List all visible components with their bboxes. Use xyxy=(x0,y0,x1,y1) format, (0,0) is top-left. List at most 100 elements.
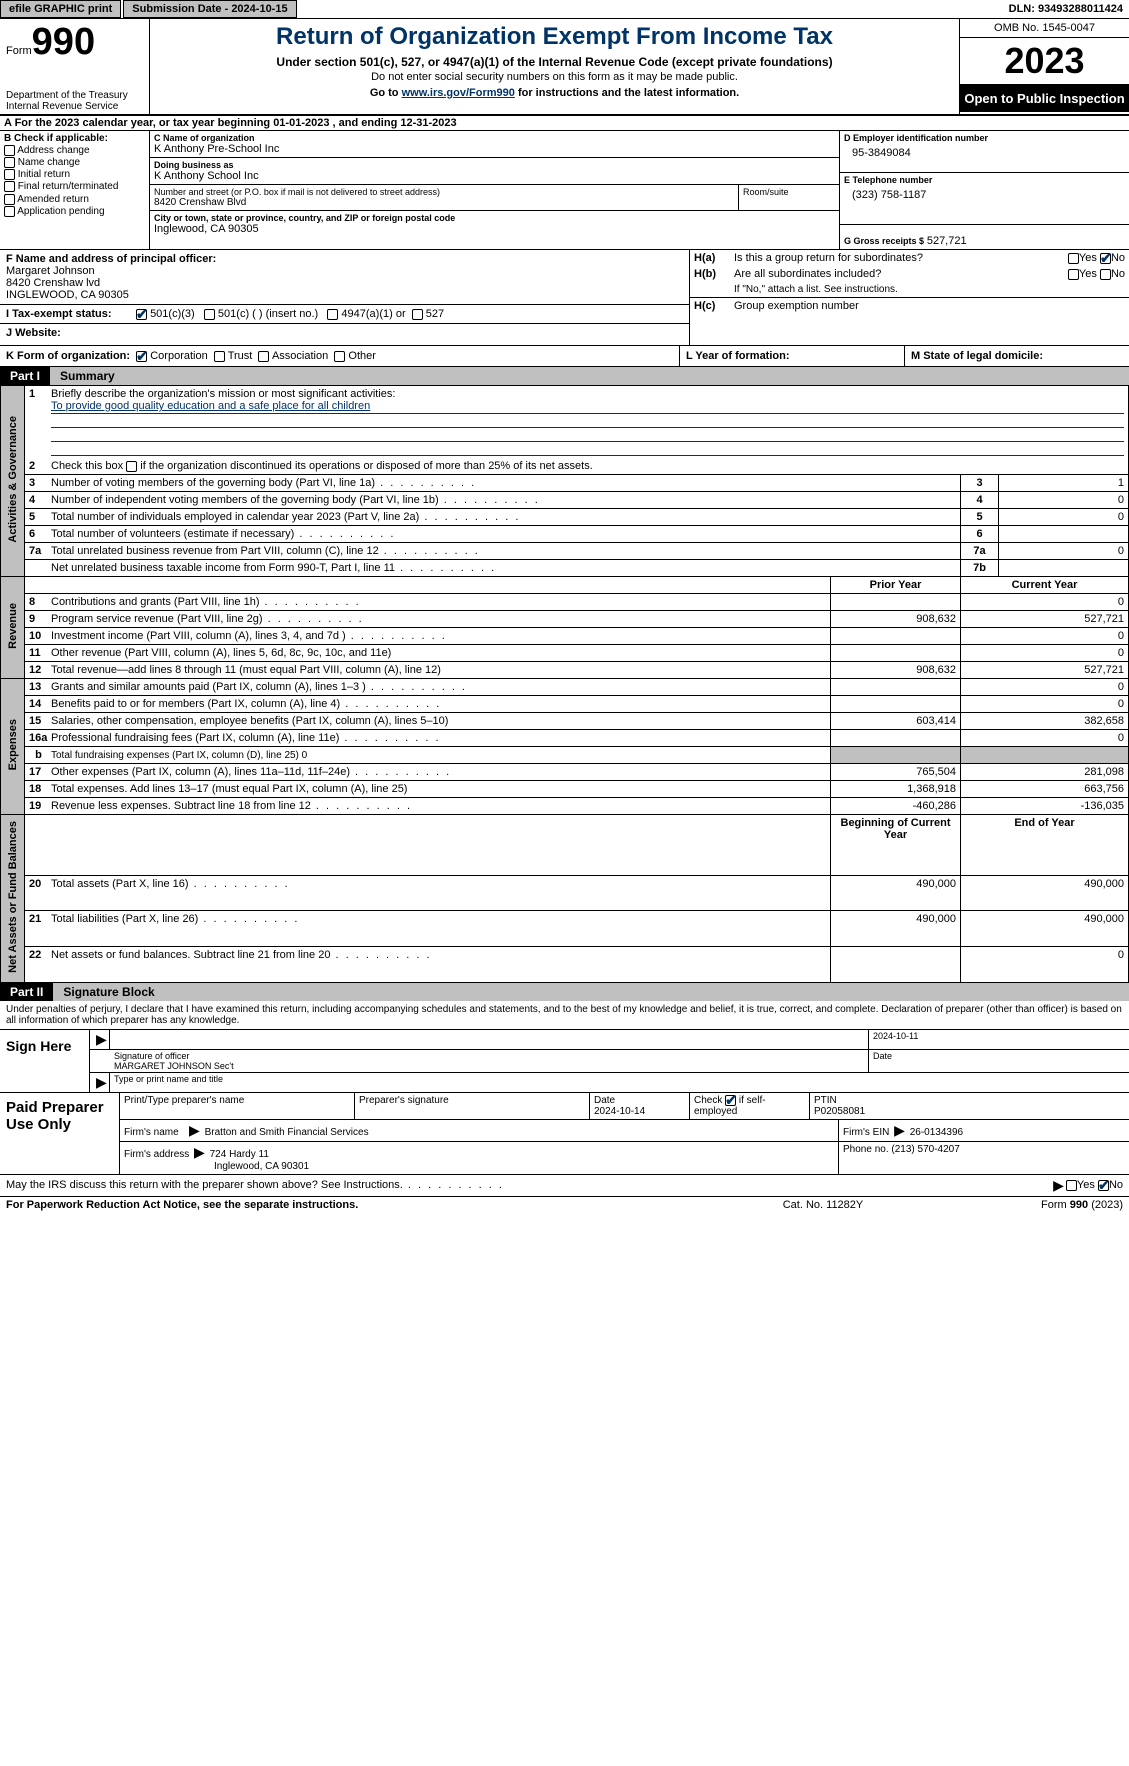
line4-value: 0 xyxy=(999,492,1129,509)
chk-final-return[interactable] xyxy=(4,181,15,192)
mission-text: To provide good quality education and a … xyxy=(51,400,1124,414)
sig-declaration: Under penalties of perjury, I declare th… xyxy=(0,1001,1129,1030)
submission-date: Submission Date - 2024-10-15 xyxy=(123,0,296,18)
opt-initial-return: Initial return xyxy=(18,169,70,180)
chk-discontinued[interactable] xyxy=(126,461,137,472)
box-f: F Name and address of principal officer:… xyxy=(0,250,689,345)
hb-label: H(b) xyxy=(694,268,734,280)
irs-link[interactable]: www.irs.gov/Form990 xyxy=(402,87,515,99)
room-label: Room/suite xyxy=(743,187,835,197)
arrow-icon-3: ▶ xyxy=(187,1122,202,1138)
chk-501c3[interactable] xyxy=(136,309,147,320)
website-label: J Website: xyxy=(6,327,61,339)
opt-4947: 4947(a)(1) or xyxy=(341,308,405,320)
line19-label: Revenue less expenses. Subtract line 18 … xyxy=(51,800,412,812)
chk-initial-return[interactable] xyxy=(4,169,15,180)
chk-527[interactable] xyxy=(412,309,423,320)
city-label: City or town, state or province, country… xyxy=(154,213,835,223)
chk-hb-no[interactable] xyxy=(1100,269,1111,280)
ein-label: D Employer identification number xyxy=(844,133,1125,143)
firm-name-label: Firm's name xyxy=(124,1127,179,1138)
chk-association[interactable] xyxy=(258,351,269,362)
chk-corporation[interactable] xyxy=(136,351,147,362)
hb-no: No xyxy=(1111,268,1125,280)
line13-curr: 0 xyxy=(961,679,1129,696)
chk-self-employed[interactable] xyxy=(725,1095,736,1106)
footer: For Paperwork Reduction Act Notice, see … xyxy=(0,1197,1129,1213)
line12-curr: 527,721 xyxy=(961,662,1129,679)
line6-value xyxy=(999,526,1129,543)
sign-here-block: Sign Here ▶ 2024-10-11 Signature of offi… xyxy=(0,1030,1129,1093)
box-b-label: B Check if applicable: xyxy=(4,133,145,144)
line6-num: 6 xyxy=(961,526,999,543)
line20-prior: 490,000 xyxy=(831,875,961,911)
line7b-num: 7b xyxy=(961,560,999,577)
line1-label: Briefly describe the organization's miss… xyxy=(51,388,395,400)
prep-check-label: Check if self-employed xyxy=(694,1095,766,1117)
line8-label: Contributions and grants (Part VIII, lin… xyxy=(51,596,361,608)
sign-here-label: Sign Here xyxy=(0,1030,90,1092)
efile-print-button[interactable]: efile GRAPHIC print xyxy=(0,0,121,18)
chk-ha-no[interactable] xyxy=(1100,253,1111,264)
chk-trust[interactable] xyxy=(214,351,225,362)
org-name: K Anthony Pre-School Inc xyxy=(154,143,835,155)
line2-label: Check this box if the organization disco… xyxy=(51,460,593,472)
sig-date: 2024-10-11 xyxy=(869,1030,1129,1049)
line14-label: Benefits paid to or for members (Part IX… xyxy=(51,698,441,710)
ptin-label: PTIN xyxy=(814,1095,837,1106)
chk-ha-yes[interactable] xyxy=(1068,253,1079,264)
side-netassets: Net Assets or Fund Balances xyxy=(1,815,25,983)
arrow-icon: ▶ xyxy=(94,1031,109,1047)
line11-label: Other revenue (Part VIII, column (A), li… xyxy=(51,647,391,659)
firm-ein: 26-0134396 xyxy=(910,1127,963,1138)
chk-discuss-yes[interactable] xyxy=(1066,1180,1077,1191)
prep-name-label: Print/Type preparer's name xyxy=(120,1093,355,1119)
line5-label: Total number of individuals employed in … xyxy=(51,511,520,523)
chk-discuss-no[interactable] xyxy=(1098,1180,1109,1191)
goto-pre: Go to xyxy=(370,87,402,99)
discuss-row: May the IRS discuss this return with the… xyxy=(0,1175,1129,1197)
line16b-label: Total fundraising expenses (Part IX, col… xyxy=(51,750,307,761)
discuss-no: No xyxy=(1109,1179,1123,1191)
firm-phone-label: Phone no. xyxy=(843,1144,889,1155)
officer-name: Margaret Johnson xyxy=(6,265,683,277)
hc-label: H(c) xyxy=(694,300,734,312)
footer-right: Form 990 (2023) xyxy=(923,1199,1123,1211)
dba-name: K Anthony School Inc xyxy=(154,170,835,182)
paid-preparer-label: Paid Preparer Use Only xyxy=(0,1093,120,1174)
chk-other[interactable] xyxy=(334,351,345,362)
firm-ein-label: Firm's EIN xyxy=(843,1127,889,1138)
line12-label: Total revenue—add lines 8 through 11 (mu… xyxy=(51,664,441,676)
chk-name-change[interactable] xyxy=(4,157,15,168)
arrow-icon-6: ▶ xyxy=(1051,1177,1066,1194)
box-c: C Name of organization K Anthony Pre-Sch… xyxy=(150,131,839,249)
footer-cat: Cat. No. 11282Y xyxy=(723,1199,923,1211)
ein-value: 95-3849084 xyxy=(844,143,1125,163)
tax-period: A For the 2023 calendar year, or tax yea… xyxy=(0,116,1129,131)
tax-year: 2023 xyxy=(960,38,1129,85)
hb-note: If "No," attach a list. See instructions… xyxy=(734,284,898,295)
line20-curr: 490,000 xyxy=(961,875,1129,911)
chk-app-pending[interactable] xyxy=(4,206,15,217)
box-l-label: L Year of formation: xyxy=(686,350,790,362)
line13-prior xyxy=(831,679,961,696)
chk-4947[interactable] xyxy=(327,309,338,320)
chk-address-change[interactable] xyxy=(4,145,15,156)
discuss-yes: Yes xyxy=(1077,1179,1095,1191)
line10-prior xyxy=(831,628,961,645)
chk-501c[interactable] xyxy=(204,309,215,320)
line15-curr: 382,658 xyxy=(961,713,1129,730)
hdr-end: End of Year xyxy=(961,815,1129,876)
line5-num: 5 xyxy=(961,509,999,526)
line16b-prior xyxy=(831,747,961,764)
line7b-value xyxy=(999,560,1129,577)
dept-treasury: Department of the Treasury xyxy=(6,90,143,101)
line17-prior: 765,504 xyxy=(831,764,961,781)
part1-num: Part I xyxy=(0,367,50,385)
chk-hb-yes[interactable] xyxy=(1068,269,1079,280)
firm-name: Bratton and Smith Financial Services xyxy=(205,1127,369,1138)
line3-value: 1 xyxy=(999,475,1129,492)
phone-value: (323) 758-1187 xyxy=(844,185,1125,205)
line15-prior: 603,414 xyxy=(831,713,961,730)
chk-amended-return[interactable] xyxy=(4,194,15,205)
